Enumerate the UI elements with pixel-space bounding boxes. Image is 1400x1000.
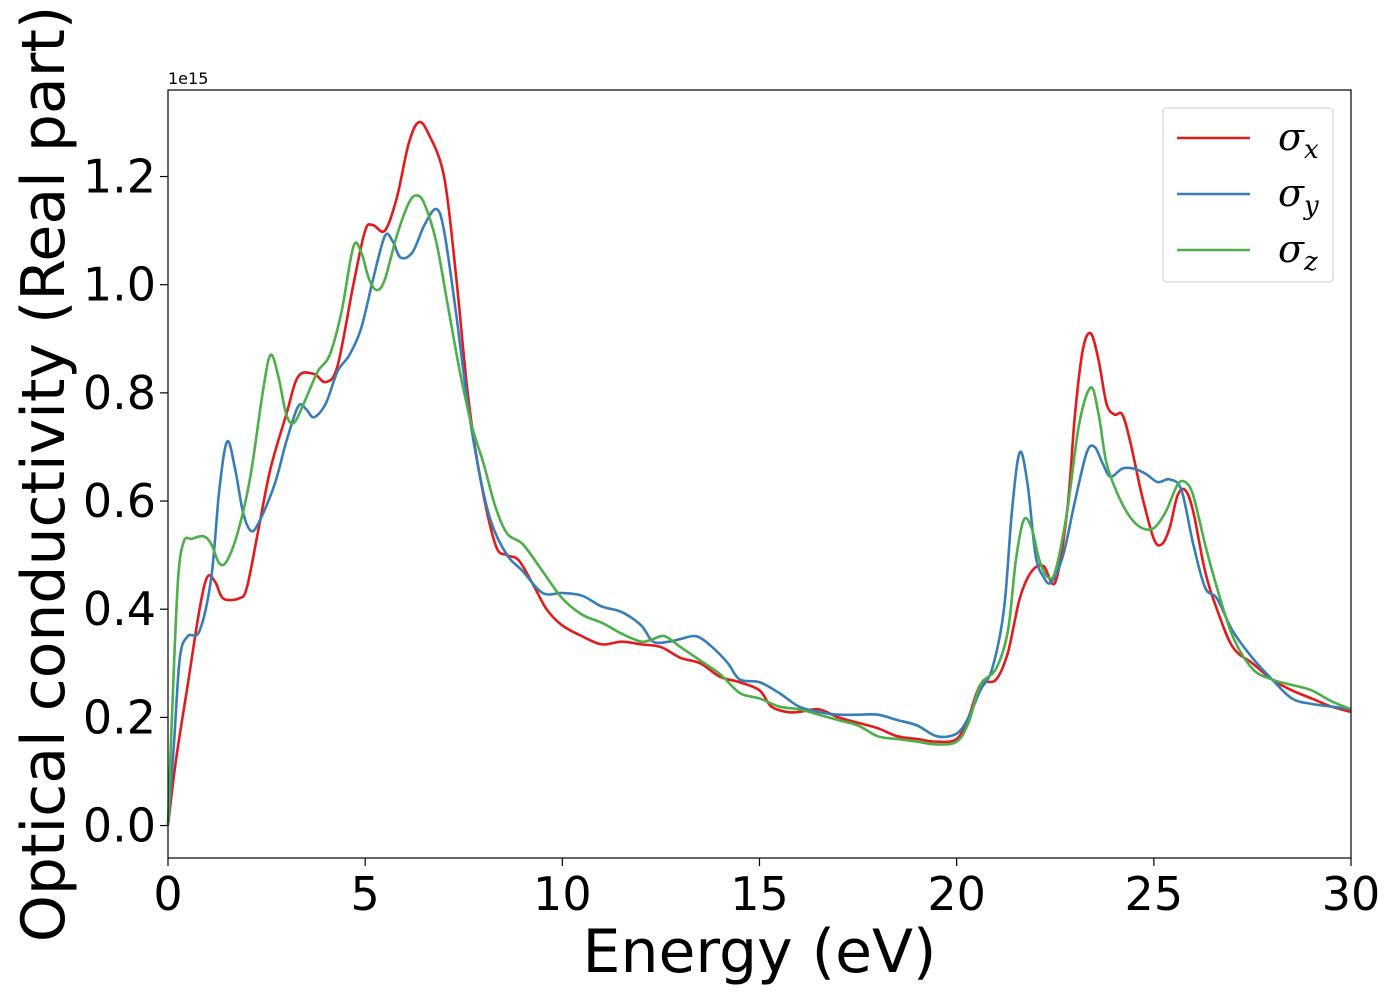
series-line-x	[166, 120, 1352, 826]
x-tick-label: 30	[1322, 867, 1381, 921]
x-tick-label: 5	[351, 867, 380, 921]
legend-label-y: σy	[1278, 171, 1319, 221]
y-tick-label: 0.8	[83, 366, 156, 420]
x-tick-label: 15	[730, 867, 789, 921]
series-line-z	[166, 194, 1352, 826]
series-lines	[166, 120, 1352, 826]
y-axis-label: Optical conductivity (Real part)	[9, 6, 79, 943]
y-tick-label: 1.0	[83, 258, 156, 312]
legend-label-z: σz	[1278, 227, 1318, 277]
x-axis-label: Energy (eV)	[583, 917, 937, 987]
y-offset-label: 1e15	[168, 69, 208, 88]
x-tick-label: 10	[533, 867, 592, 921]
y-tick-label: 1.2	[83, 150, 156, 204]
x-axis-ticks: 0 5 10 15 20 25 30	[153, 858, 1380, 921]
x-tick-label: 25	[1125, 867, 1184, 921]
x-tick-label: 0	[153, 867, 182, 921]
y-axis-ticks: 0.0 0.2 0.4 0.6 0.8 1.0 1.2	[83, 150, 168, 853]
y-tick-label: 0.0	[83, 799, 156, 853]
plot-background	[168, 90, 1351, 858]
y-tick-label: 0.6	[83, 474, 156, 528]
y-tick-label: 0.2	[83, 690, 156, 744]
x-tick-label: 20	[927, 867, 986, 921]
legend-label-x: σx	[1278, 115, 1319, 165]
legend: σx σy σz	[1162, 107, 1334, 283]
y-tick-label: 0.4	[83, 582, 156, 636]
